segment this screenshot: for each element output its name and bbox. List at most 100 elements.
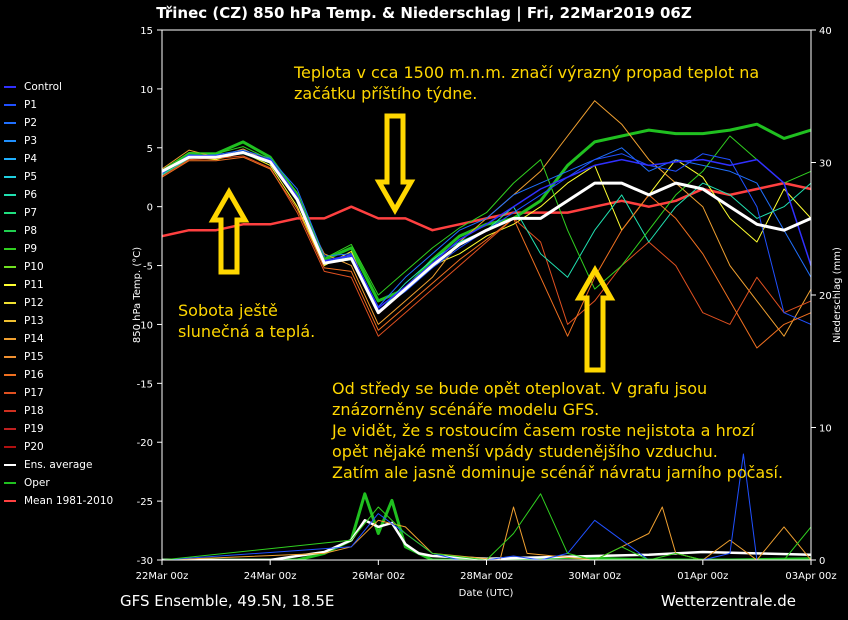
legend-label: P4	[24, 153, 38, 165]
chart-title: Třinec (CZ) 850 hPa Temp. & Niederschlag…	[156, 4, 692, 22]
legend-swatch	[4, 86, 16, 88]
legend-item: Mean 1981-2010	[4, 492, 113, 510]
legend-swatch	[4, 320, 16, 322]
annotation-left: Sobota ještě slunečná a teplá.	[178, 300, 315, 342]
y-tick-label: 5	[147, 144, 153, 155]
model-info: GFS Ensemble, 49.5N, 18.5E	[120, 592, 335, 610]
legend-item: P9	[4, 240, 113, 258]
legend-item: P7	[4, 204, 113, 222]
y-tick-label: 15	[140, 26, 153, 37]
y-tick-label: -20	[137, 438, 153, 449]
legend-item: P3	[4, 132, 113, 150]
x-tick-label: 28Mar 00z	[460, 571, 513, 582]
legend-label: P10	[24, 261, 44, 273]
annotation-bottom-line: znázorněny scénáře modelu GFS.	[332, 400, 600, 419]
legend-label: P15	[24, 351, 44, 363]
y-tick-label: -30	[137, 556, 153, 567]
precip-line-p9_precip	[162, 493, 811, 560]
annotation-top-line: Teplota v cca 1500 m.n.m. značí výrazný …	[294, 63, 760, 82]
legend-label: P5	[24, 171, 38, 183]
legend-label: P2	[24, 117, 38, 129]
legend-label: P19	[24, 423, 44, 435]
legend-label: Control	[24, 81, 62, 93]
x-tick-label: 26Mar 00z	[352, 571, 405, 582]
x-tick-label: 22Mar 00z	[136, 571, 189, 582]
precip-line-p14_precip	[162, 506, 811, 560]
annotation-top-line: začátku příštího týdne.	[294, 84, 478, 103]
legend-item: P15	[4, 348, 113, 366]
y2-tick-label: 40	[819, 26, 832, 37]
y-tick-label: 0	[147, 203, 153, 214]
legend-item: P11	[4, 276, 113, 294]
legend-swatch	[4, 140, 16, 142]
legend-swatch	[4, 374, 16, 376]
legend-item: P19	[4, 420, 113, 438]
y-axis-label: 850 hPa Temp. (°C)	[132, 247, 143, 343]
legend-label: P8	[24, 225, 38, 237]
x-tick-label: 01Apr 00z	[677, 571, 728, 582]
legend-swatch	[4, 158, 16, 160]
y-tick-label: -25	[137, 497, 153, 508]
legend-swatch	[4, 356, 16, 358]
legend-label: P14	[24, 333, 44, 345]
legend-label: P16	[24, 369, 44, 381]
legend-item: P5	[4, 168, 113, 186]
legend-swatch	[4, 248, 16, 250]
precip-line-p1_precip	[162, 453, 811, 560]
x-tick-label: 30Mar 00z	[568, 571, 621, 582]
legend-swatch	[4, 482, 16, 484]
legend-item: Oper	[4, 474, 113, 492]
legend-label: P7	[24, 207, 38, 219]
legend-swatch	[4, 176, 16, 178]
annotation-bottom-line: opět nějaké menší vpády studenějšího vzd…	[332, 442, 718, 461]
annotation-bottom-line: Od středy se bude opět oteplovat. V graf…	[332, 379, 708, 398]
source-credit: Wetterzentrale.de	[660, 592, 796, 610]
x-tick-label: 24Mar 00z	[244, 571, 297, 582]
legend-item: P12	[4, 294, 113, 312]
legend-item: P13	[4, 312, 113, 330]
legend-label: P13	[24, 315, 44, 327]
legend-swatch	[4, 446, 16, 448]
y2-tick-label: 0	[819, 556, 825, 567]
legend-item: P4	[4, 150, 113, 168]
y-tick-label: 10	[140, 85, 153, 96]
series-line-mean	[162, 181, 811, 238]
legend-label: Ens. average	[24, 459, 93, 471]
annotation-top: Teplota v cca 1500 m.n.m. značí výrazný …	[294, 62, 759, 104]
legend-item: P10	[4, 258, 113, 276]
legend-swatch	[4, 500, 16, 502]
annotation-bottom-line: Zatím ale jasně dominuje scénář návratu …	[332, 463, 784, 482]
legend-label: Mean 1981-2010	[24, 495, 114, 507]
legend-item: P16	[4, 366, 113, 384]
series-line-p1	[162, 150, 811, 325]
arrow-up-icon	[574, 264, 616, 373]
legend-swatch	[4, 302, 16, 304]
legend-swatch	[4, 338, 16, 340]
legend-item: Ens. average	[4, 456, 113, 474]
annotation-left-line: slunečná a teplá.	[178, 322, 316, 341]
legend-item: P17	[4, 384, 113, 402]
legend-label: Oper	[24, 477, 50, 489]
legend-label: P12	[24, 297, 44, 309]
legend-label: P6	[24, 189, 38, 201]
y2-tick-label: 20	[819, 291, 832, 302]
legend-item: P1	[4, 96, 113, 114]
y2-tick-label: 10	[819, 424, 832, 435]
legend-swatch	[4, 428, 16, 430]
legend-item: P14	[4, 330, 113, 348]
series-line-ens_avg	[162, 151, 811, 315]
legend-swatch	[4, 266, 16, 268]
arrow-down-icon	[374, 113, 416, 216]
y2-tick-label: 30	[819, 159, 832, 170]
legend-swatch	[4, 284, 16, 286]
legend-item: P8	[4, 222, 113, 240]
annotation-bottom: Od středy se bude opět oteplovat. V graf…	[332, 378, 783, 483]
annotation-bottom-line: Je vidět, že s rostoucím časem roste nej…	[332, 421, 755, 440]
legend-item: P2	[4, 114, 113, 132]
legend-label: P11	[24, 279, 44, 291]
arrow-up-icon	[208, 186, 250, 275]
series-line-p16	[162, 156, 811, 349]
legend-item: P18	[4, 402, 113, 420]
y-tick-label: -15	[137, 379, 153, 390]
